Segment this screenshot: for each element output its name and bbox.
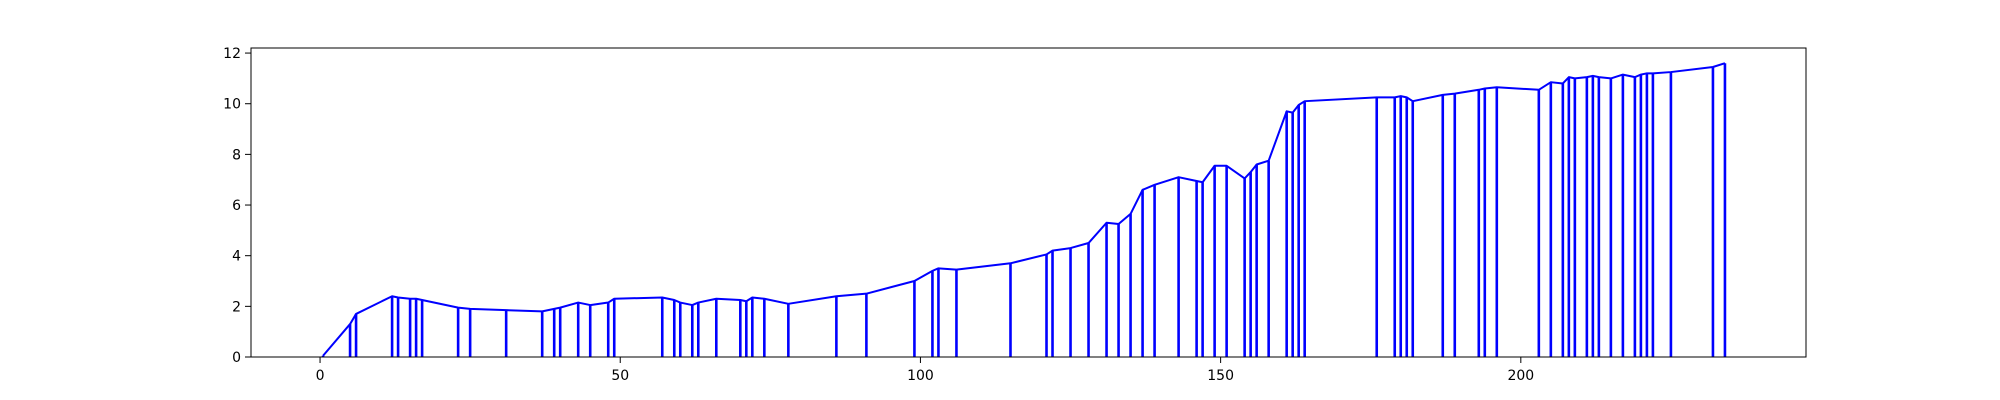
x-tick-label-1: 50 bbox=[611, 368, 629, 384]
x-axis: 0 50 100 150 200 bbox=[316, 357, 1534, 384]
y-tick-label-2: 4 bbox=[232, 249, 241, 265]
y-tick-label-6: 12 bbox=[223, 46, 241, 62]
y-tick-label-4: 8 bbox=[232, 147, 241, 163]
x-tick-label-0: 0 bbox=[316, 368, 325, 384]
y-axis: 0 2 4 6 8 10 12 bbox=[223, 46, 251, 366]
series-line-0 bbox=[322, 62, 1726, 357]
y-tick-label-1: 2 bbox=[232, 299, 241, 315]
x-tick-label-4: 200 bbox=[1507, 368, 1534, 384]
plot-area-frame bbox=[250, 47, 1807, 358]
x-tick-label-3: 150 bbox=[1207, 368, 1234, 384]
chart-marks bbox=[321, 62, 1727, 357]
y-tick-label-0: 0 bbox=[232, 350, 241, 366]
x-tick-label-2: 100 bbox=[907, 368, 934, 384]
y-tick-label-3: 6 bbox=[232, 198, 241, 214]
y-tick-label-5: 10 bbox=[223, 97, 241, 113]
